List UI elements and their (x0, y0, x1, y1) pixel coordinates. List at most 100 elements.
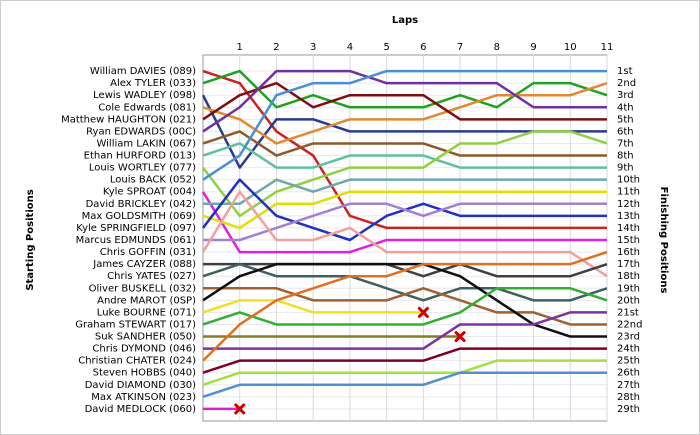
starting-position-label: Alex TYLER (033) (110, 78, 196, 89)
y-tick-label: 21st (617, 307, 639, 318)
starting-position-label: Chris GOFFIN (031) (100, 247, 196, 258)
starting-position-label: Matthew HAUGHTON (021) (61, 114, 196, 125)
series-line (202, 81, 608, 145)
series-line (202, 69, 607, 133)
starting-position-label: William LAKIN (067) (96, 138, 196, 149)
series-line (202, 130, 608, 218)
x-tick-label: 9 (530, 42, 536, 53)
y-tick-label: 3rd (617, 90, 634, 101)
y-tick-label: 5th (617, 114, 634, 125)
starting-position-label: Luke BOURNE (071) (97, 307, 196, 318)
y-tick-label: 26th (617, 368, 640, 379)
y-tick-label: 2nd (617, 78, 636, 89)
series-line (202, 359, 607, 386)
y-tick-label: 24th (617, 344, 640, 355)
starting-position-label: Louis BACK (052) (110, 175, 196, 186)
retired-marker (454, 331, 466, 343)
starting-position-label: Steven HOBBS (040) (93, 368, 196, 379)
series-line (202, 250, 608, 362)
starting-position-label: Kyle SPRINGFIELD (097) (76, 223, 196, 234)
x-tick-label: 8 (494, 42, 500, 53)
series-line (202, 371, 607, 399)
y-tick-label: 17th (617, 259, 640, 270)
starting-position-label: Max GOLDSMITH (069) (82, 211, 196, 222)
starting-position-label: Andre MAROT (0SP) (97, 295, 196, 306)
series-line (202, 299, 424, 314)
y-tick-label: 15th (617, 235, 640, 246)
series-line (203, 311, 607, 350)
starting-position-label: Oliver BUSKELL (032) (89, 283, 197, 294)
x-tick-label: 11 (601, 42, 614, 53)
y-tick-label: 8th (617, 151, 634, 162)
y-tick-label: 10th (617, 175, 640, 186)
y-tick-label: 6th (617, 126, 634, 137)
x-tick-label: 7 (457, 42, 463, 53)
starting-position-label: Marcus EDMUNDS (061) (76, 235, 197, 246)
x-tick-label: 4 (347, 42, 353, 53)
series-line (202, 262, 607, 338)
y-axis-label: Starting Positions (25, 189, 36, 290)
series-line (202, 130, 607, 157)
y-tick-label: 14th (617, 223, 640, 234)
series-line (202, 69, 608, 109)
starting-position-label: Christian CHATER (024) (78, 356, 196, 367)
x-tick-label: 1 (237, 42, 243, 53)
retired-marker (234, 403, 246, 415)
series-line (202, 69, 607, 181)
series-line (202, 190, 607, 230)
y-tick-label: 25th (617, 356, 640, 367)
y-tick-label: 11th (617, 187, 640, 198)
starting-position-label: Lewis WADLEY (098) (93, 90, 196, 101)
starting-position-label: Max ATKINSON (023) (91, 392, 196, 403)
y-tick-label: 9th (617, 163, 634, 174)
retired-cross (234, 403, 246, 415)
series-line (202, 81, 607, 121)
starting-position-label: David DIAMOND (030) (85, 380, 196, 391)
y-tick-label: 18th (617, 271, 640, 282)
series-line (201, 191, 607, 254)
x-tick-label: 2 (273, 42, 279, 53)
x-tick-label: 5 (383, 42, 389, 53)
retired-marker (417, 306, 429, 318)
starting-position-label: Ethan HURFORD (013) (84, 151, 196, 162)
starting-position-label: David MEDLOCK (060) (85, 404, 196, 415)
starting-position-label: Cole Edwards (081) (98, 102, 196, 113)
x-tick-label: 6 (420, 42, 426, 53)
starting-position-label: Kyle SPROAT (004) (103, 187, 196, 198)
series-line (203, 178, 607, 206)
series-line (201, 190, 608, 278)
series-line (203, 287, 607, 326)
y-tick-label: 13th (617, 211, 640, 222)
y-tick-label: 16th (617, 247, 640, 258)
series-line (202, 69, 607, 230)
series-line (202, 287, 608, 326)
chart-title: Laps (392, 15, 418, 26)
y-tick-label: 27th (617, 380, 640, 391)
x-tick-label: 10 (564, 42, 577, 53)
retired-cross (417, 306, 429, 318)
starting-position-label: Chris YATES (027) (107, 271, 196, 282)
y-tick-label: 29th (617, 404, 640, 415)
starting-position-label: Chris DYMOND (046) (92, 344, 196, 355)
y-tick-label: 23rd (617, 332, 640, 343)
y-tick-label: 4th (617, 102, 634, 113)
series-line (202, 142, 607, 169)
y-tick-label: 1st (617, 66, 633, 77)
starting-position-label: William DAVIES (089) (90, 66, 196, 77)
y2-axis-label: Finishing Positions (658, 187, 669, 294)
y-tick-label: 7th (617, 138, 634, 149)
y-tick-label: 12th (617, 199, 640, 210)
retired-cross (454, 331, 466, 343)
starting-position-label: James CAYZER (088) (92, 259, 196, 270)
starting-position-label: Louis WORTLEY (077) (89, 163, 196, 174)
starting-position-label: Ryan EDWARDS (00C) (86, 126, 196, 137)
y-tick-label: 20th (617, 295, 640, 306)
y-tick-label: 22nd (617, 319, 642, 330)
starting-position-label: Graham STEWART (017) (75, 319, 196, 330)
y-tick-label: 19th (617, 283, 640, 294)
y-tick-label: 28th (617, 392, 640, 403)
series-line (202, 347, 607, 374)
plot-area (202, 54, 608, 422)
x-tick-label: 3 (310, 42, 316, 53)
